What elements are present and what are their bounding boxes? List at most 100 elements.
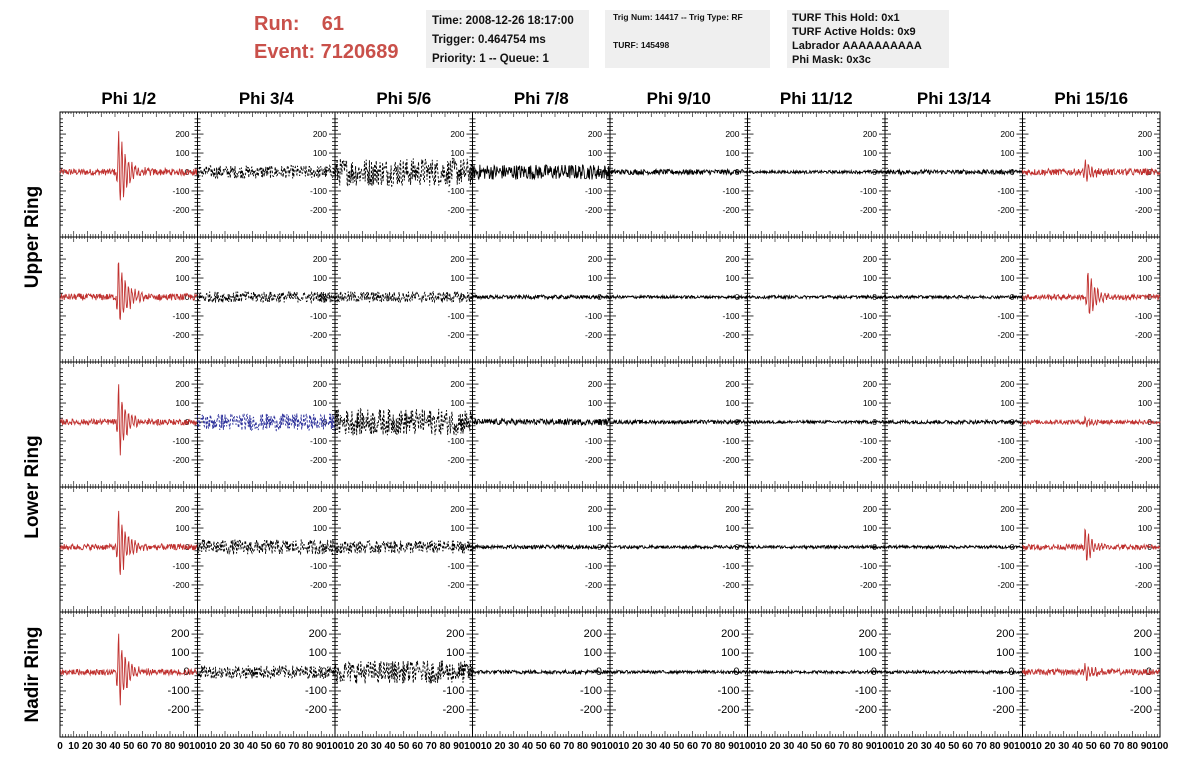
y-tick-label: 200 xyxy=(588,379,602,389)
y-tick-label: 200 xyxy=(863,129,877,139)
time-text: Time: 2008-12-26 18:17:00 xyxy=(432,15,574,27)
waveform-trace xyxy=(59,510,198,575)
y-tick-label: -200 xyxy=(722,205,739,215)
y-tick-label: 100 xyxy=(1138,148,1152,158)
waveform-trace xyxy=(747,293,886,301)
y-tick-label: 200 xyxy=(175,129,189,139)
trigger-info-box: Trig Num: 14417 -- Trig Type: RF TURF: 1… xyxy=(605,10,770,68)
y-tick-label: -100 xyxy=(447,311,464,321)
y-tick-label: 100 xyxy=(1000,398,1014,408)
y-tick-label: -100 xyxy=(860,436,877,446)
waveform-trace xyxy=(747,168,886,175)
y-tick-label: 200 xyxy=(725,379,739,389)
waveform-trace xyxy=(472,163,611,181)
y-tick-label: 100 xyxy=(175,273,189,283)
y-tick-label: 100 xyxy=(725,523,739,533)
waveform-trace xyxy=(334,157,473,188)
y-tick-label: -200 xyxy=(1135,205,1152,215)
y-tick-label: -100 xyxy=(585,186,602,196)
event-number: Event: 7120689 xyxy=(254,41,399,63)
y-tick-label: -100 xyxy=(310,561,327,571)
waveform-trace xyxy=(334,407,473,436)
column-title: Phi 11/12 xyxy=(780,89,853,108)
waveform-trace xyxy=(1022,415,1161,428)
waveform-trace xyxy=(747,418,886,425)
y-tick-label: 200 xyxy=(450,504,464,514)
waveform-trace xyxy=(197,291,336,305)
y-tick-label: -100 xyxy=(310,436,327,446)
y-tick-label: -100 xyxy=(860,186,877,196)
y-tick-label: 200 xyxy=(313,504,327,514)
waveform-trace xyxy=(472,417,611,427)
y-tick-label: -100 xyxy=(1135,311,1152,321)
y-tick-label: 100 xyxy=(450,398,464,408)
y-tick-label: -100 xyxy=(172,561,189,571)
row-title: Upper Ring xyxy=(22,186,43,288)
waveform-trace xyxy=(334,539,473,554)
turf-num-text: TURF: 145498 xyxy=(613,40,670,50)
waveform-trace xyxy=(197,539,336,556)
waveform-trace xyxy=(197,163,336,180)
y-tick-label: -200 xyxy=(447,580,464,590)
y-tick-label: -100 xyxy=(1135,186,1152,196)
y-tick-label: 200 xyxy=(863,254,877,264)
y-tick-label: 100 xyxy=(1138,273,1152,283)
y-tick-label: 200 xyxy=(588,254,602,264)
column-title: Phi 5/6 xyxy=(376,89,431,108)
y-tick-label: -200 xyxy=(1135,455,1152,465)
y-tick-label: 200 xyxy=(313,254,327,264)
waveform-trace xyxy=(1022,272,1161,314)
y-tick-label: -200 xyxy=(997,455,1014,465)
y-tick-label: -200 xyxy=(585,580,602,590)
y-tick-label: -200 xyxy=(1135,330,1152,340)
row-title: Lower Ring xyxy=(22,435,43,538)
waveform-trace xyxy=(609,293,748,300)
y-tick-label: -200 xyxy=(860,205,877,215)
turf-hold-text: TURF This Hold: 0x1 xyxy=(792,12,900,24)
y-tick-label: 200 xyxy=(1000,379,1014,389)
y-tick-label: 100 xyxy=(313,273,327,283)
y-tick-label: 100 xyxy=(313,148,327,158)
y-tick-label: 100 xyxy=(588,398,602,408)
y-tick-label: 100 xyxy=(1000,148,1014,158)
y-tick-label: -200 xyxy=(585,205,602,215)
y-tick-label: 100 xyxy=(175,398,189,408)
y-tick-label: 200 xyxy=(1000,129,1014,139)
y-tick-label: 100 xyxy=(588,523,602,533)
y-tick-label: 200 xyxy=(1000,254,1014,264)
y-tick-label: 0 xyxy=(185,292,190,302)
column-title: Phi 7/8 xyxy=(514,89,569,108)
y-tick-label: 200 xyxy=(175,504,189,514)
y-tick-label: 100 xyxy=(1000,273,1014,283)
y-tick-label: 100 xyxy=(725,398,739,408)
y-tick-label: 100 xyxy=(175,148,189,158)
y-tick-label: -200 xyxy=(447,205,464,215)
y-tick-label: 100 xyxy=(725,273,739,283)
y-tick-label: -200 xyxy=(997,205,1014,215)
y-tick-label: 0 xyxy=(460,417,465,427)
y-tick-label: 0 xyxy=(460,292,465,302)
y-tick-label: -200 xyxy=(585,330,602,340)
y-tick-label: 100 xyxy=(313,523,327,533)
y-tick-label: 200 xyxy=(863,379,877,389)
y-tick-label: 0 xyxy=(185,167,190,177)
y-tick-label: -200 xyxy=(310,455,327,465)
waveform-trace xyxy=(884,418,1023,426)
y-tick-label: -100 xyxy=(722,311,739,321)
y-tick-label: 100 xyxy=(1138,398,1152,408)
y-tick-label: -200 xyxy=(860,330,877,340)
y-tick-label: 200 xyxy=(1138,129,1152,139)
y-tick-label: 200 xyxy=(725,254,739,264)
y-tick-label: 100 xyxy=(588,273,602,283)
y-tick-label: -200 xyxy=(447,455,464,465)
y-tick-label: -200 xyxy=(722,330,739,340)
y-tick-label: 200 xyxy=(1138,379,1152,389)
waveform-trace xyxy=(884,168,1023,176)
labrador-text: Labrador AAAAAAAAAA xyxy=(792,40,922,52)
waveform-trace xyxy=(609,418,748,426)
column-title: Phi 9/10 xyxy=(647,89,711,108)
y-tick-label: 100 xyxy=(863,273,877,283)
y-tick-label: 100 xyxy=(313,398,327,408)
waveform-trace xyxy=(472,293,611,301)
